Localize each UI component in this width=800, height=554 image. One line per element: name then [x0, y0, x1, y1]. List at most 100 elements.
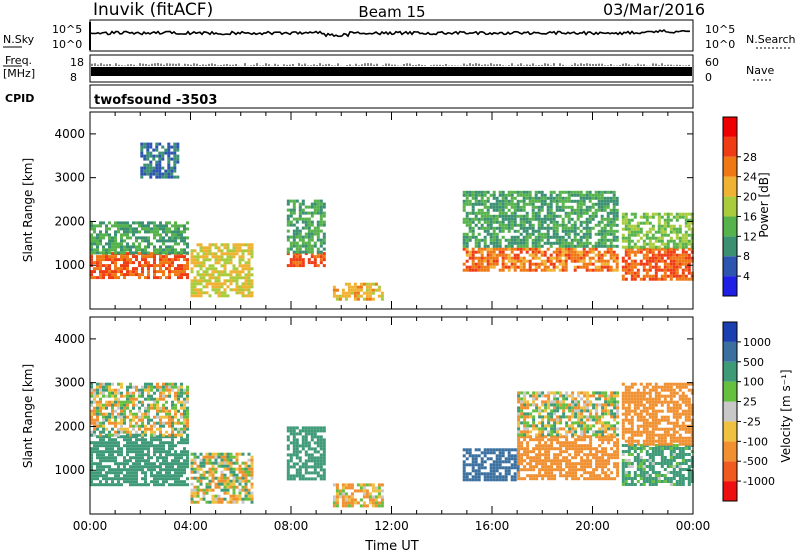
echo-cell: [489, 238, 493, 242]
echo-cell: [193, 258, 197, 262]
echo-cell: [570, 253, 574, 257]
echo-cell: [553, 447, 557, 451]
echo-cell: [322, 205, 326, 209]
echo-cell: [316, 462, 320, 466]
echo-cell: [633, 212, 637, 216]
echo-cell: [377, 492, 381, 496]
echo-cell: [519, 193, 523, 197]
echo-cell: [595, 447, 599, 451]
echo-cell: [565, 456, 569, 460]
power-echo-layer: [90, 142, 694, 301]
echo-cell: [585, 238, 589, 242]
echo-cell: [616, 406, 620, 410]
echo-cell: [541, 459, 545, 463]
echo-cell: [120, 471, 123, 475]
echo-cell: [183, 450, 186, 454]
echo-cell: [531, 226, 535, 230]
echo-cell: [535, 444, 539, 448]
echo-cell: [159, 483, 162, 487]
echo-cell: [138, 276, 141, 280]
echo-cell: [220, 273, 224, 277]
echo-cell: [111, 224, 114, 228]
echo-cell: [522, 202, 526, 206]
echo-cell: [606, 232, 610, 236]
echo-cell: [501, 247, 505, 251]
echo-cell: [129, 273, 132, 277]
echo-cell: [600, 229, 604, 233]
echo-cell: [678, 277, 682, 281]
echo-cell: [162, 447, 165, 451]
echo-cell: [141, 424, 144, 428]
echo-cell: [176, 157, 180, 161]
echo-cell: [350, 288, 354, 292]
echo-cell: [555, 256, 559, 260]
echo-cell: [319, 229, 323, 233]
echo-cell: [495, 460, 499, 464]
echo-cell: [636, 221, 640, 225]
echo-cell: [556, 468, 560, 472]
echo-cell: [547, 421, 551, 425]
echo-cell: [541, 418, 545, 422]
echo-cell: [153, 397, 156, 401]
echo-cell: [244, 473, 248, 477]
echo-cell: [513, 262, 517, 266]
echo-cell: [214, 476, 218, 480]
echo-cell: [146, 148, 150, 152]
echo-cell: [196, 476, 200, 480]
echo-cell: [594, 223, 598, 227]
echo-cell: [571, 471, 575, 475]
echo-cell: [564, 241, 568, 245]
echo-cell: [489, 463, 493, 467]
echo-cell: [520, 477, 524, 481]
echo-cell: [543, 232, 547, 236]
echo-cell: [147, 465, 150, 469]
echo-cell: [633, 459, 637, 462]
echo-cell: [583, 403, 587, 407]
echo-cell: [217, 500, 221, 504]
echo-cell: [371, 288, 375, 292]
echo-cell: [604, 403, 608, 407]
echo-cell: [162, 441, 165, 445]
echo-cell: [630, 247, 634, 251]
echo-cell: [168, 276, 171, 280]
echo-cell: [613, 462, 617, 466]
echo-cell: [146, 154, 150, 158]
echo-cell: [156, 227, 159, 231]
echo-cell: [519, 214, 523, 218]
echo-cell: [520, 462, 524, 466]
echo-cell: [517, 412, 521, 416]
echo-cell: [573, 250, 577, 254]
echo-cell: [595, 406, 599, 410]
echo-cell: [603, 205, 607, 209]
echo-cell: [624, 221, 628, 225]
echo-cell: [226, 255, 230, 259]
echo-cell: [621, 265, 625, 269]
echo-cell: [105, 382, 108, 386]
echo-cell: [607, 403, 611, 407]
echo-cell: [141, 400, 144, 404]
echo-cell: [468, 193, 472, 197]
echo-cell: [657, 265, 661, 269]
echo-cell: [167, 175, 171, 179]
echo-cell: [350, 504, 354, 508]
echo-cell: [465, 199, 469, 203]
echo-cell: [538, 421, 542, 425]
echo-cell: [513, 220, 517, 224]
echo-cell: [630, 262, 634, 266]
echo-cell: [141, 456, 144, 460]
echo-cell: [155, 172, 159, 176]
echo-cell: [513, 454, 517, 458]
echo-cell: [621, 233, 625, 237]
echo-cell: [471, 232, 475, 236]
echo-cell: [298, 211, 302, 215]
echo-cell: [132, 456, 135, 460]
echo-cell: [247, 273, 251, 277]
echo-cell: [534, 205, 538, 209]
echo-cell: [105, 459, 108, 463]
echo-cell: [93, 406, 96, 410]
echo-cell: [316, 202, 320, 206]
echo-cell: [90, 270, 93, 274]
echo-cell: [135, 239, 138, 243]
echo-cell: [531, 202, 535, 206]
echo-cell: [307, 247, 311, 251]
